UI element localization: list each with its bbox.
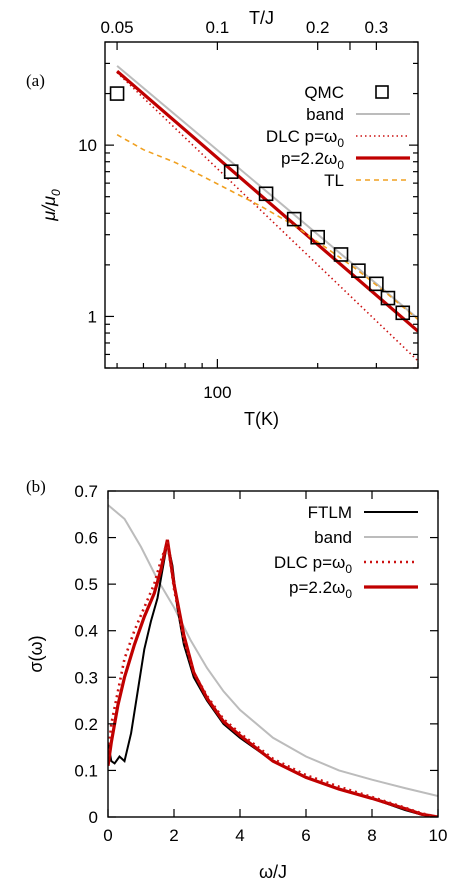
top-tick-label-a: 0.2	[306, 18, 330, 37]
y-tick-label-b: 0.5	[74, 575, 98, 594]
series-a-1-line	[116, 65, 418, 320]
series-a-2-line	[116, 72, 418, 362]
frame-b	[107, 490, 439, 818]
legend-b-label: band	[314, 528, 352, 547]
y-tick-label-b: 0.2	[74, 715, 98, 734]
y-tick-label-b: 0	[89, 808, 98, 827]
legend-a-label: band	[306, 105, 344, 124]
qmc-marker	[223, 164, 239, 179]
series-a-3-line	[116, 69, 418, 333]
qmc-marker	[258, 186, 274, 202]
y-tick-label-b: 0.1	[74, 761, 98, 780]
legend-a-label: QMC	[304, 83, 344, 102]
x-axis-label-b: ω/J	[259, 862, 287, 882]
qmc-marker	[395, 305, 411, 321]
y-tick-label-a: 1	[88, 307, 97, 326]
y-tick-label-a: 10	[78, 136, 97, 155]
legend-a-label: DLC p=ω0	[266, 127, 344, 150]
panel-a: (a) 100 1 10 0.05 0.1 0.2 0.3 T(K) T/J μ/μ0 QMC band…	[26, 8, 419, 429]
qmc-marker	[109, 86, 125, 101]
qmc-marker	[310, 229, 325, 245]
y-tick-label-b: 0.3	[74, 668, 98, 687]
x-tick-label-b: 8	[367, 826, 376, 845]
series-b-2-line	[108, 541, 438, 817]
qmc-marker	[380, 290, 396, 306]
panel-label-b: (b)	[26, 477, 46, 496]
y-tick-label-b: 0.4	[74, 622, 98, 641]
legend-a-marker	[375, 85, 389, 99]
top-axis-label-a: T/J	[249, 8, 274, 28]
legend-a-label: p=2.2ω0	[281, 149, 344, 172]
legend-b-label: p=2.2ω0	[289, 578, 352, 601]
x-tick-label-b: 2	[169, 826, 178, 845]
legend-b-label: FTLM	[308, 503, 352, 522]
y-tick-label-b: 0.6	[74, 529, 98, 548]
top-tick-label-a: 0.05	[101, 18, 134, 37]
x-tick-label-a: 100	[203, 383, 231, 402]
x-axis-label-a: T(K)	[244, 409, 279, 429]
top-tick-label-a: 0.1	[206, 18, 230, 37]
y-axis-label-b: σ(ω)	[26, 635, 46, 672]
y-axis-label-a: μ/μ0	[39, 189, 63, 222]
legend-a-label: TL	[324, 171, 344, 190]
qmc-marker	[369, 276, 384, 292]
x-tick-label-b: 6	[301, 826, 310, 845]
y-tick-label-b: 0.7	[74, 482, 98, 501]
x-tick-label-b: 0	[103, 826, 112, 845]
qmc-marker	[351, 263, 366, 278]
frame-a	[104, 41, 419, 369]
legend-b-label: DLC p=ω0	[274, 553, 352, 576]
qmc-marker	[286, 211, 302, 227]
panel-label-a: (a)	[26, 71, 45, 90]
panel-b: (b) 0 2 4 6 8 10 0 0.1 0.2 0.3 0.4 0.5 0.6 0.7 ω/J σ(ω) F…	[26, 477, 447, 882]
x-tick-label-b: 10	[429, 826, 448, 845]
x-tick-label-b: 4	[235, 826, 244, 845]
series-b-3-line	[108, 539, 438, 817]
series-b-1-line	[108, 504, 438, 797]
top-tick-label-a: 0.3	[365, 18, 389, 37]
qmc-marker	[333, 247, 349, 262]
